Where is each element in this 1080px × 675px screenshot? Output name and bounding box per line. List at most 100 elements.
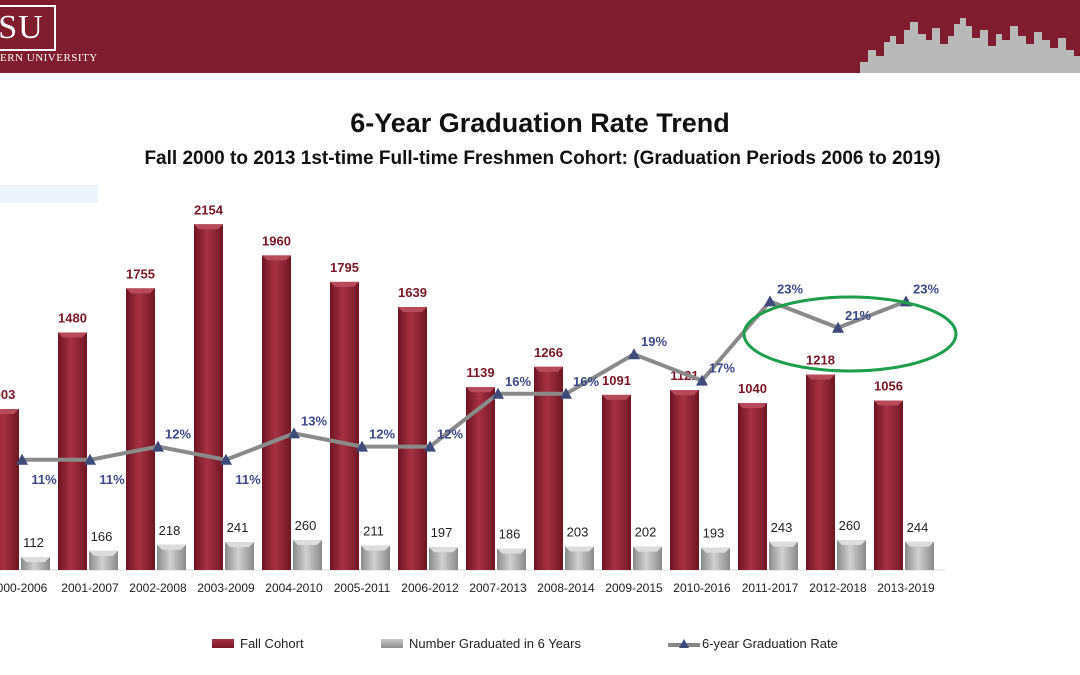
fall-cohort-label: 1960 xyxy=(262,233,291,248)
graduation-rate-marker xyxy=(764,295,776,307)
graduation-rate-marker xyxy=(152,440,164,452)
fall-cohort-label: 1639 xyxy=(398,285,427,300)
fall-cohort-bar xyxy=(806,374,835,570)
x-tick-label: 2013-2019 xyxy=(877,581,935,595)
graduation-rate-label: 23% xyxy=(777,281,803,296)
graduation-rate-label: 12% xyxy=(165,427,191,442)
x-tick-label: 2008-2014 xyxy=(537,581,595,595)
graduated-bar-top xyxy=(497,548,526,554)
graduated-label: 197 xyxy=(431,525,453,540)
graduated-bar xyxy=(633,546,662,570)
fall-cohort-bar-top xyxy=(738,403,767,409)
graduation-rate-label: 17% xyxy=(709,361,735,376)
legend-swatch-gray xyxy=(381,639,403,648)
fall-cohort-bar-top xyxy=(398,306,427,312)
graduation-rate-label: 11% xyxy=(99,472,125,487)
graduation-rate-label: 21% xyxy=(845,308,871,323)
x-tick-label: 000-2006 xyxy=(0,581,48,595)
highlight-ellipse xyxy=(742,295,958,373)
fall-cohort-label: 2154 xyxy=(194,202,224,217)
graduated-bar-top xyxy=(633,546,662,552)
fall-cohort-label: 1139 xyxy=(466,365,494,380)
fall-cohort-bar-top xyxy=(58,332,87,338)
graduation-rate-marker xyxy=(220,453,232,465)
fall-cohort-bar xyxy=(194,224,223,570)
fall-cohort-bar xyxy=(126,288,155,570)
graduation-rate-marker xyxy=(356,440,368,452)
fall-cohort-label: 1480 xyxy=(58,310,87,325)
fall-cohort-bar-top xyxy=(466,387,495,393)
fall-cohort-label: 1795 xyxy=(330,260,359,275)
fall-cohort-label: 1218 xyxy=(806,353,835,368)
fall-cohort-bar-top xyxy=(0,409,19,415)
fall-cohort-bar-top xyxy=(670,390,699,396)
fall-cohort-bar xyxy=(534,366,563,570)
graduated-label: 260 xyxy=(839,518,861,533)
fall-cohort-bar-top xyxy=(534,366,563,372)
faint-overlay-box xyxy=(0,185,98,203)
graduated-bar-top xyxy=(21,557,50,563)
chart-subtitle: Fall 2000 to 2013 1st-time Full-time Fre… xyxy=(144,148,941,169)
graduated-bar-top xyxy=(905,541,934,547)
graduated-bar-top xyxy=(565,546,594,552)
graduation-rate-label: 13% xyxy=(301,413,327,428)
graduated-label: 244 xyxy=(907,520,929,535)
graduated-label: 186 xyxy=(499,527,521,542)
graduation-rate-label: 12% xyxy=(369,427,395,442)
graduated-label: 243 xyxy=(771,520,793,535)
fall-cohort-bar-top xyxy=(126,288,155,294)
graduated-bar-top xyxy=(293,539,322,545)
graduated-bar xyxy=(293,539,322,570)
graduated-bar-top xyxy=(361,545,390,551)
fall-cohort-bar xyxy=(58,332,87,570)
graduated-label: 241 xyxy=(227,520,249,535)
x-tick-label: 2006-2012 xyxy=(401,581,459,595)
fall-cohort-label: 1040 xyxy=(738,381,767,396)
chart-title: 6-Year Graduation Rate Trend xyxy=(350,108,730,138)
fall-cohort-label: 1091 xyxy=(602,373,631,388)
x-tick-label: 2009-2015 xyxy=(605,581,663,595)
graduated-bar-top xyxy=(89,550,118,556)
x-tick-label: 2012-2018 xyxy=(809,581,867,595)
graduation-rate-marker xyxy=(288,427,300,439)
graduation-rate-marker xyxy=(628,348,640,360)
x-tick-label: 2011-2017 xyxy=(742,581,799,595)
legend-swatch-red xyxy=(212,639,234,648)
fall-cohort-bar xyxy=(0,409,19,570)
fall-cohort-bar-top xyxy=(194,224,223,230)
graduation-rate-marker xyxy=(492,387,504,399)
graduation-rate-marker xyxy=(424,440,436,452)
x-tick-label: 2005-2011 xyxy=(334,581,391,595)
graduated-bar xyxy=(565,546,594,570)
fall-cohort-bar xyxy=(466,387,495,570)
graduated-bar-top xyxy=(837,539,866,545)
x-tick-label: 2003-2009 xyxy=(197,581,255,595)
fall-cohort-bar xyxy=(602,394,631,570)
x-tick-label: 2001-2007 xyxy=(61,581,119,595)
legend-grad-rate: 6-year Graduation Rate xyxy=(668,636,838,651)
graduation-rate-label: 11% xyxy=(235,472,261,487)
x-tick-label: 2007-2013 xyxy=(469,581,527,595)
legend-fall-cohort: Fall Cohort xyxy=(212,636,304,651)
fall-cohort-bar-top xyxy=(806,374,835,380)
fall-cohort-bar xyxy=(874,400,903,570)
graduated-label: 260 xyxy=(295,518,317,533)
graduated-label: 203 xyxy=(567,525,589,540)
university-logo: SU xyxy=(0,5,56,51)
legend-label-grad-rate: 6-year Graduation Rate xyxy=(702,636,838,651)
graduated-bar-top xyxy=(157,544,186,550)
fall-cohort-label: 1266 xyxy=(534,345,563,360)
graduation-rate-marker xyxy=(560,387,572,399)
graduation-rate-label: 16% xyxy=(505,374,531,389)
fall-cohort-label: 1755 xyxy=(126,266,155,281)
fall-cohort-bar xyxy=(738,403,767,570)
legend-label-fall-cohort: Fall Cohort xyxy=(240,636,304,651)
fall-cohort-bar xyxy=(398,306,427,570)
graduated-label: 193 xyxy=(703,526,725,541)
graduated-label: 166 xyxy=(91,529,113,544)
graduated-label: 211 xyxy=(363,524,384,539)
graduated-bar xyxy=(497,548,526,570)
x-tick-label: 2010-2016 xyxy=(673,581,731,595)
fall-cohort-bar-top xyxy=(602,394,631,400)
